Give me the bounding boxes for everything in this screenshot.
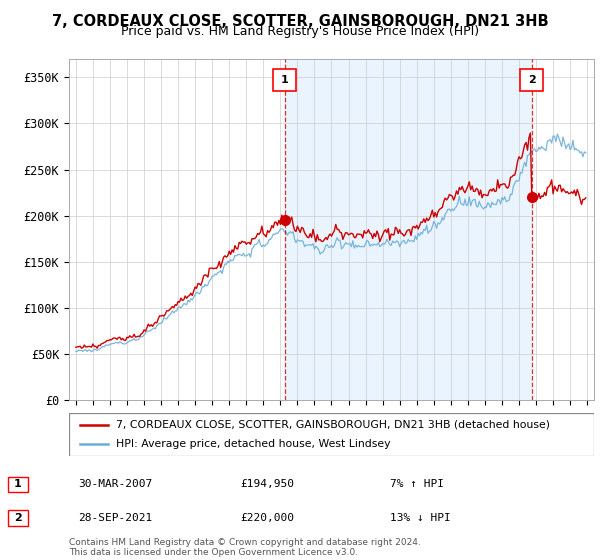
Text: 7% ↑ HPI: 7% ↑ HPI: [390, 479, 444, 489]
FancyBboxPatch shape: [520, 69, 544, 91]
Text: Price paid vs. HM Land Registry's House Price Index (HPI): Price paid vs. HM Land Registry's House …: [121, 25, 479, 38]
Text: HPI: Average price, detached house, West Lindsey: HPI: Average price, detached house, West…: [116, 439, 391, 449]
Text: £220,000: £220,000: [240, 513, 294, 523]
Text: 30-MAR-2007: 30-MAR-2007: [78, 479, 152, 489]
Text: 7, CORDEAUX CLOSE, SCOTTER, GAINSBOROUGH, DN21 3HB (detached house): 7, CORDEAUX CLOSE, SCOTTER, GAINSBOROUGH…: [116, 420, 550, 430]
FancyBboxPatch shape: [273, 69, 296, 91]
Text: 2: 2: [528, 76, 536, 85]
Text: 2: 2: [14, 513, 22, 523]
Text: 1: 1: [14, 479, 22, 489]
Text: 13% ↓ HPI: 13% ↓ HPI: [390, 513, 451, 523]
Text: 7, CORDEAUX CLOSE, SCOTTER, GAINSBOROUGH, DN21 3HB: 7, CORDEAUX CLOSE, SCOTTER, GAINSBOROUGH…: [52, 14, 548, 29]
Text: 28-SEP-2021: 28-SEP-2021: [78, 513, 152, 523]
Text: £194,950: £194,950: [240, 479, 294, 489]
Text: 1: 1: [281, 76, 289, 85]
Text: Contains HM Land Registry data © Crown copyright and database right 2024.
This d: Contains HM Land Registry data © Crown c…: [69, 538, 421, 557]
FancyBboxPatch shape: [69, 413, 594, 456]
Bar: [284, 59, 532, 400]
